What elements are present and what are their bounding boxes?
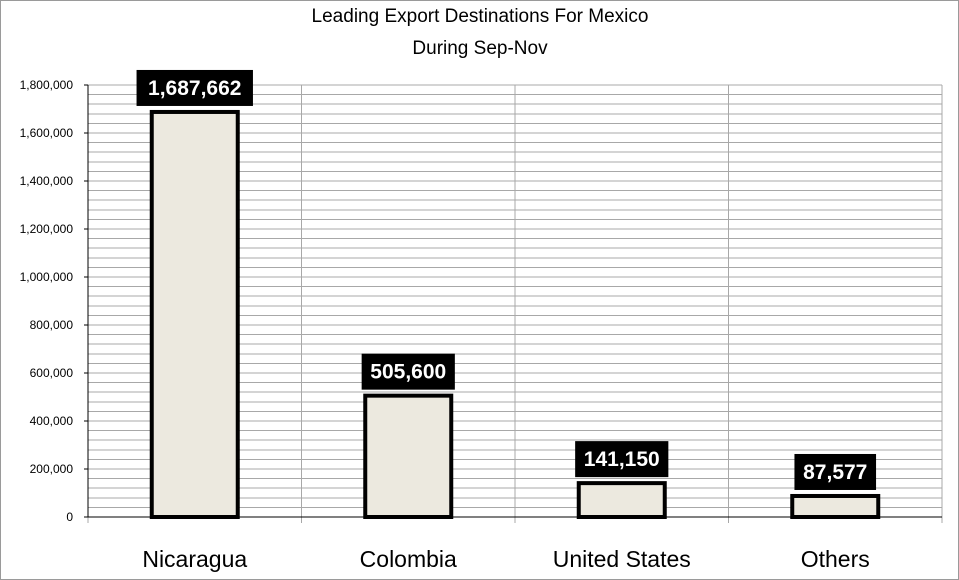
data-label-background	[794, 453, 877, 490]
y-tick-label: 1,800,000	[20, 78, 74, 92]
y-tick-label: 1,200,000	[20, 222, 74, 236]
data-label: 1,687,662	[148, 77, 241, 100]
y-tick-label: 200,000	[30, 462, 74, 476]
y-axis: 0 200,000 400,000 600,000 800,000 1,000,000 1,…	[20, 78, 89, 524]
y-tick-label: 600,000	[30, 366, 74, 380]
data-label-background	[136, 69, 253, 106]
chart-title: Leading Export Destinations For Mexico	[312, 6, 649, 27]
y-tick-label: 1,400,000	[20, 174, 74, 188]
chart-subtitle: During Sep-Nov	[412, 38, 548, 59]
data-label: 141,150	[584, 448, 660, 471]
x-category-label: Others	[801, 546, 870, 572]
y-tick-label: 1,600,000	[20, 126, 74, 140]
x-category-label: United States	[553, 546, 691, 572]
data-label-background	[575, 441, 669, 478]
bar-others	[790, 493, 881, 519]
bar-colombia	[363, 393, 454, 520]
y-tick-label: 0	[66, 510, 73, 524]
data-label: 87,577	[803, 461, 867, 484]
data-label-background	[361, 353, 455, 390]
bar-series	[149, 109, 881, 520]
data-label: 505,600	[370, 361, 446, 384]
y-tick-label: 1,000,000	[20, 270, 74, 284]
y-tick-label: 800,000	[30, 318, 74, 332]
x-category-label: Nicaragua	[142, 546, 247, 572]
data-labels: 1,687,662 505,600 141,150 87,577	[136, 69, 877, 490]
y-tick-label: 400,000	[30, 414, 74, 428]
bar-united-states	[576, 481, 667, 519]
bar-nicaragua	[149, 109, 240, 519]
x-axis: Nicaragua Colombia United States Others	[88, 516, 942, 572]
x-category-label: Colombia	[360, 546, 457, 572]
